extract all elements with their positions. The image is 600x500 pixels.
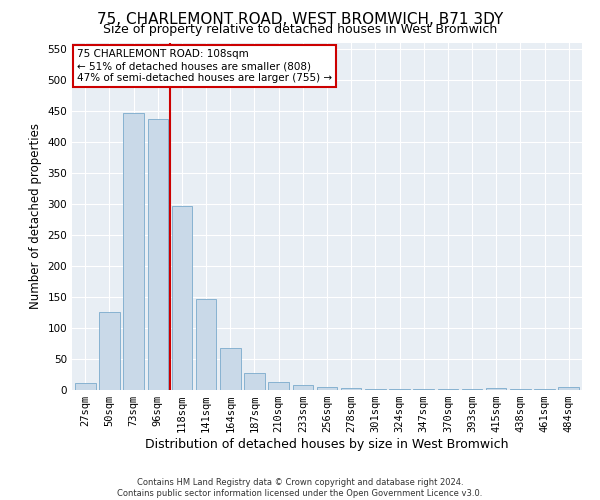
Bar (365, 389, 386, 390)
Bar (268, 382, 289, 390)
Text: 75 CHARLEMONT ROAD: 108sqm
← 51% of detached houses are smaller (808)
47% of sem: 75 CHARLEMONT ROAD: 108sqm ← 51% of deta… (77, 50, 332, 82)
Bar (341, 388, 361, 390)
Bar (244, 373, 265, 390)
Bar (317, 387, 337, 390)
Bar (486, 388, 506, 390)
Text: Size of property relative to detached houses in West Bromwich: Size of property relative to detached ho… (103, 22, 497, 36)
X-axis label: Distribution of detached houses by size in West Bromwich: Distribution of detached houses by size … (145, 438, 509, 451)
Bar (172, 206, 192, 390)
Bar (124, 112, 144, 390)
Bar (559, 387, 579, 390)
Bar (148, 119, 168, 390)
Text: Contains HM Land Registry data © Crown copyright and database right 2024.
Contai: Contains HM Land Registry data © Crown c… (118, 478, 482, 498)
Bar (196, 300, 217, 390)
Bar (293, 385, 313, 390)
Bar (220, 348, 241, 390)
Bar (75, 382, 95, 390)
Text: 75, CHARLEMONT ROAD, WEST BROMWICH, B71 3DY: 75, CHARLEMONT ROAD, WEST BROMWICH, B71 … (97, 12, 503, 28)
Y-axis label: Number of detached properties: Number of detached properties (29, 123, 42, 309)
Bar (99, 312, 120, 390)
